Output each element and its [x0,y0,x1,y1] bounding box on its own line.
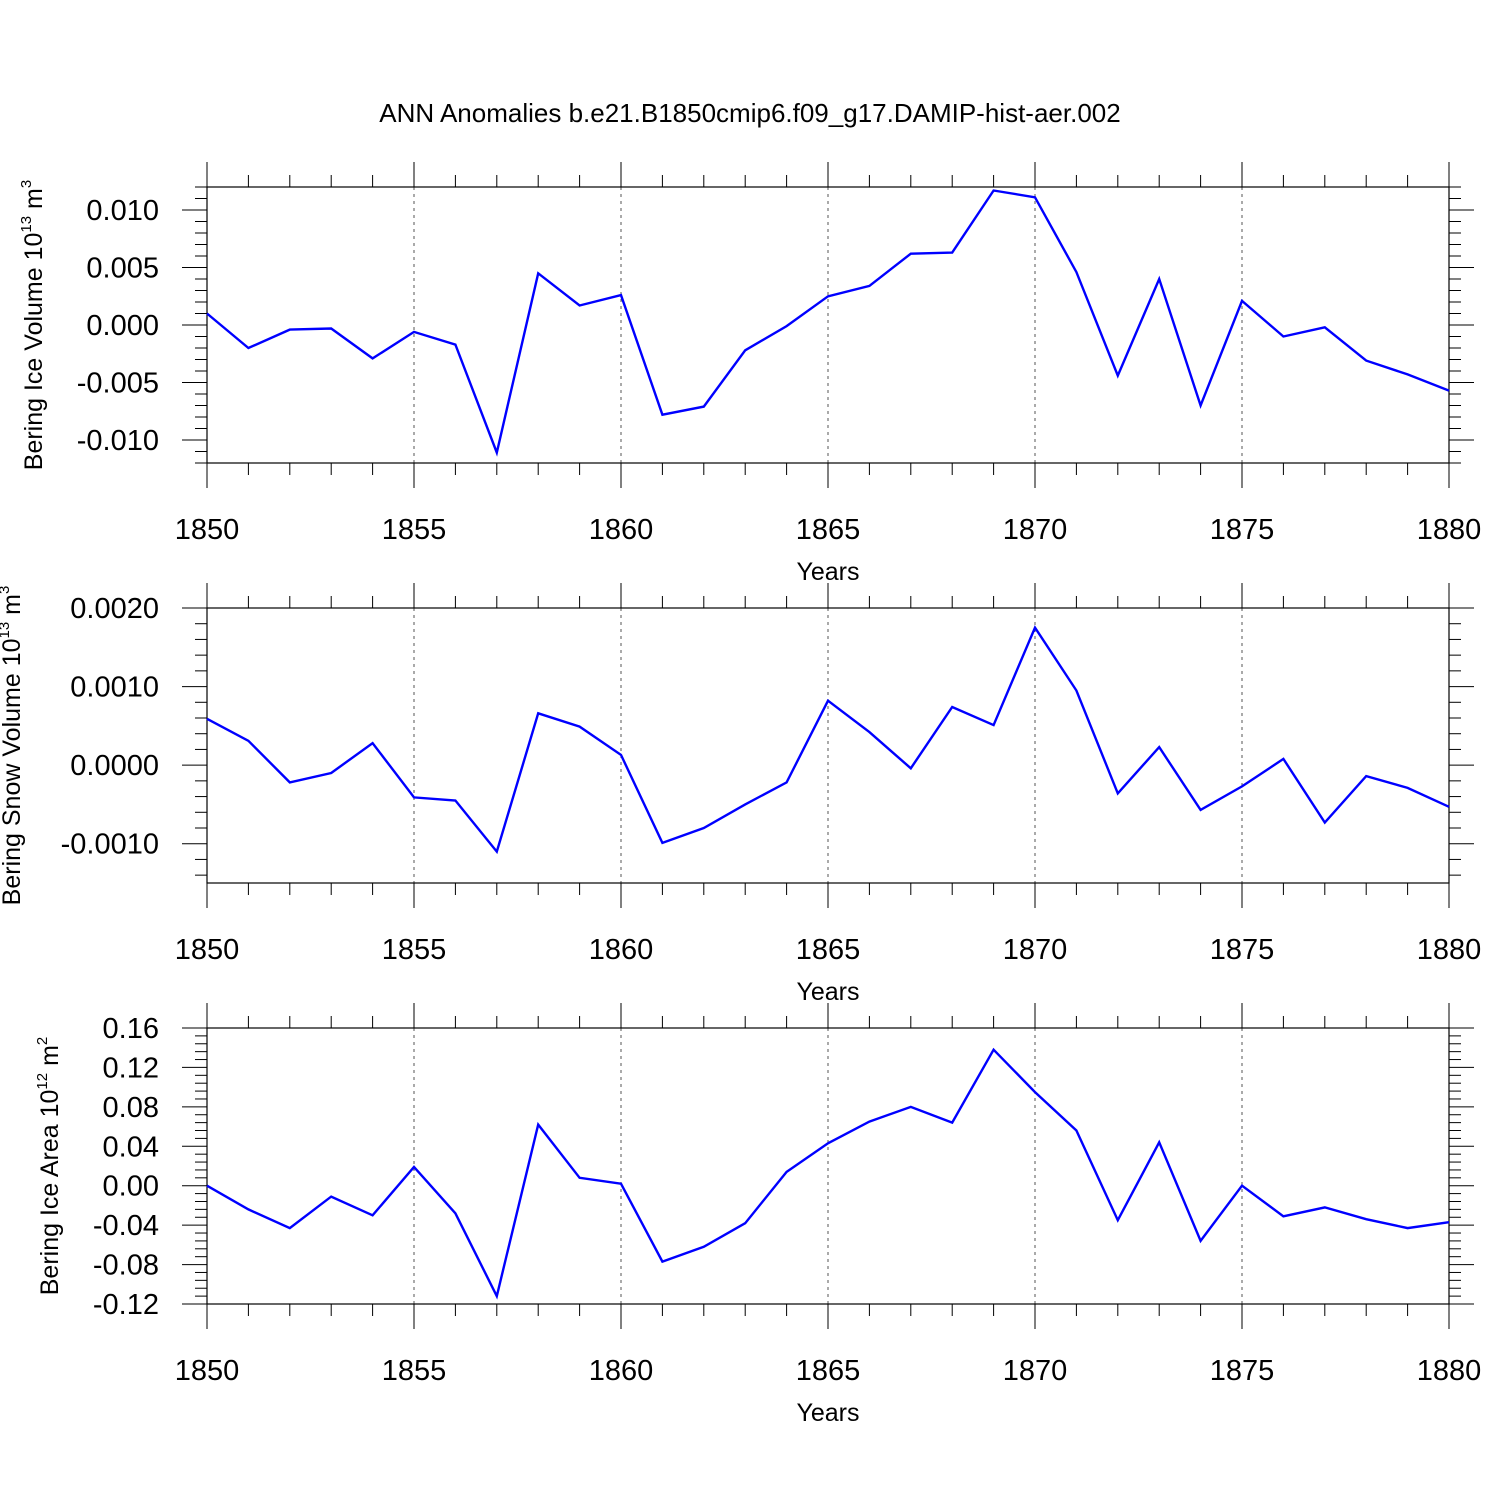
y-tick-label: 0.04 [103,1131,159,1163]
y-tick-label: -0.12 [93,1289,159,1321]
x-tick-label: 1855 [382,514,447,546]
x-tick-label: 1875 [1210,1355,1275,1387]
y-tick-label: 0.0010 [70,672,159,704]
x-tick-label: 1875 [1210,514,1275,546]
x-tick-label: 1880 [1417,934,1482,966]
y-tick-label: 0.16 [103,1013,159,1045]
y-axis-label-text: Bering Ice Volume 10 [20,233,48,471]
x-tick-label: 1865 [796,934,861,966]
x-tick-label: 1870 [1003,934,1068,966]
y-axis-label-exponent: 13 [18,216,35,233]
x-tick-label: 1855 [382,934,447,966]
chart-panel-2: -0.0010 0.0000 0.0010 0.0020 1850 1855 1860 186… [0,583,1481,1006]
x-tick-label: 1880 [1417,514,1482,546]
y-axis-label-unit: m [20,188,48,216]
y-axis-label: Bering Snow Volume 1013 m3 [0,586,26,906]
y-axis-label-exponent: 12 [34,1073,51,1090]
x-tick-label: 1875 [1210,934,1275,966]
x-axis-label: Years [796,558,859,586]
y-axis-label-unit-exponent: 3 [0,586,13,594]
chart-panel-1: -0.010 -0.005 0.000 0.005 0.010 1850 1855 1860 1… [18,162,1481,586]
y-axis-label-unit: m [0,594,26,622]
y-tick-label: 0.010 [86,195,159,227]
y-axis-label-text: Bering Ice Area 10 [36,1090,64,1296]
y-tick-label: 0.005 [86,253,159,285]
y-tick-label: 0.000 [86,310,159,342]
plot-frame [206,1027,1450,1305]
x-axis-label: Years [796,1399,859,1427]
y-axis-label-exponent: 13 [0,622,13,639]
y-tick-label: 0.08 [103,1092,159,1124]
x-tick-label: 1860 [589,934,654,966]
x-axis-label: Years [796,978,859,1006]
x-tick-label: 1850 [175,934,240,966]
chart-panel-3: -0.12 -0.08 -0.04 0.00 0.04 0.08 0.12 0.16 1850 1… [34,1003,1481,1427]
y-axis-label-unit: m [36,1045,64,1073]
x-tick-label: 1850 [175,1355,240,1387]
y-axis-label-text: Bering Snow Volume 10 [0,638,26,905]
y-tick-label: 0.0000 [70,750,159,782]
y-tick-label: -0.04 [93,1210,159,1242]
x-tick-label: 1855 [382,1355,447,1387]
x-tick-label: 1870 [1003,514,1068,546]
x-tick-label: 1880 [1417,1355,1482,1387]
y-axis-label-unit-exponent: 3 [18,180,35,188]
x-tick-label: 1865 [796,1355,861,1387]
x-tick-label: 1850 [175,514,240,546]
y-tick-label: 0.0020 [70,593,159,625]
y-axis-label-unit-exponent: 2 [34,1037,51,1045]
x-tick-label: 1860 [589,1355,654,1387]
y-axis-label: Bering Ice Area 1012 m2 [34,1037,64,1296]
y-axis-label: Bering Ice Volume 1013 m3 [18,180,48,470]
y-tick-label: 0.00 [103,1171,159,1203]
chart-title: ANN Anomalies b.e21.B1850cmip6.f09_g17.D… [379,98,1120,128]
x-tick-label: 1865 [796,514,861,546]
y-tick-label: -0.005 [77,368,159,400]
y-tick-label: -0.0010 [61,829,159,861]
x-tick-label: 1860 [589,514,654,546]
y-tick-label: -0.08 [93,1250,159,1282]
x-tick-label: 1870 [1003,1355,1068,1387]
y-tick-label: 0.12 [103,1052,159,1084]
plot-frame [206,186,1450,464]
y-tick-label: -0.010 [77,425,159,457]
